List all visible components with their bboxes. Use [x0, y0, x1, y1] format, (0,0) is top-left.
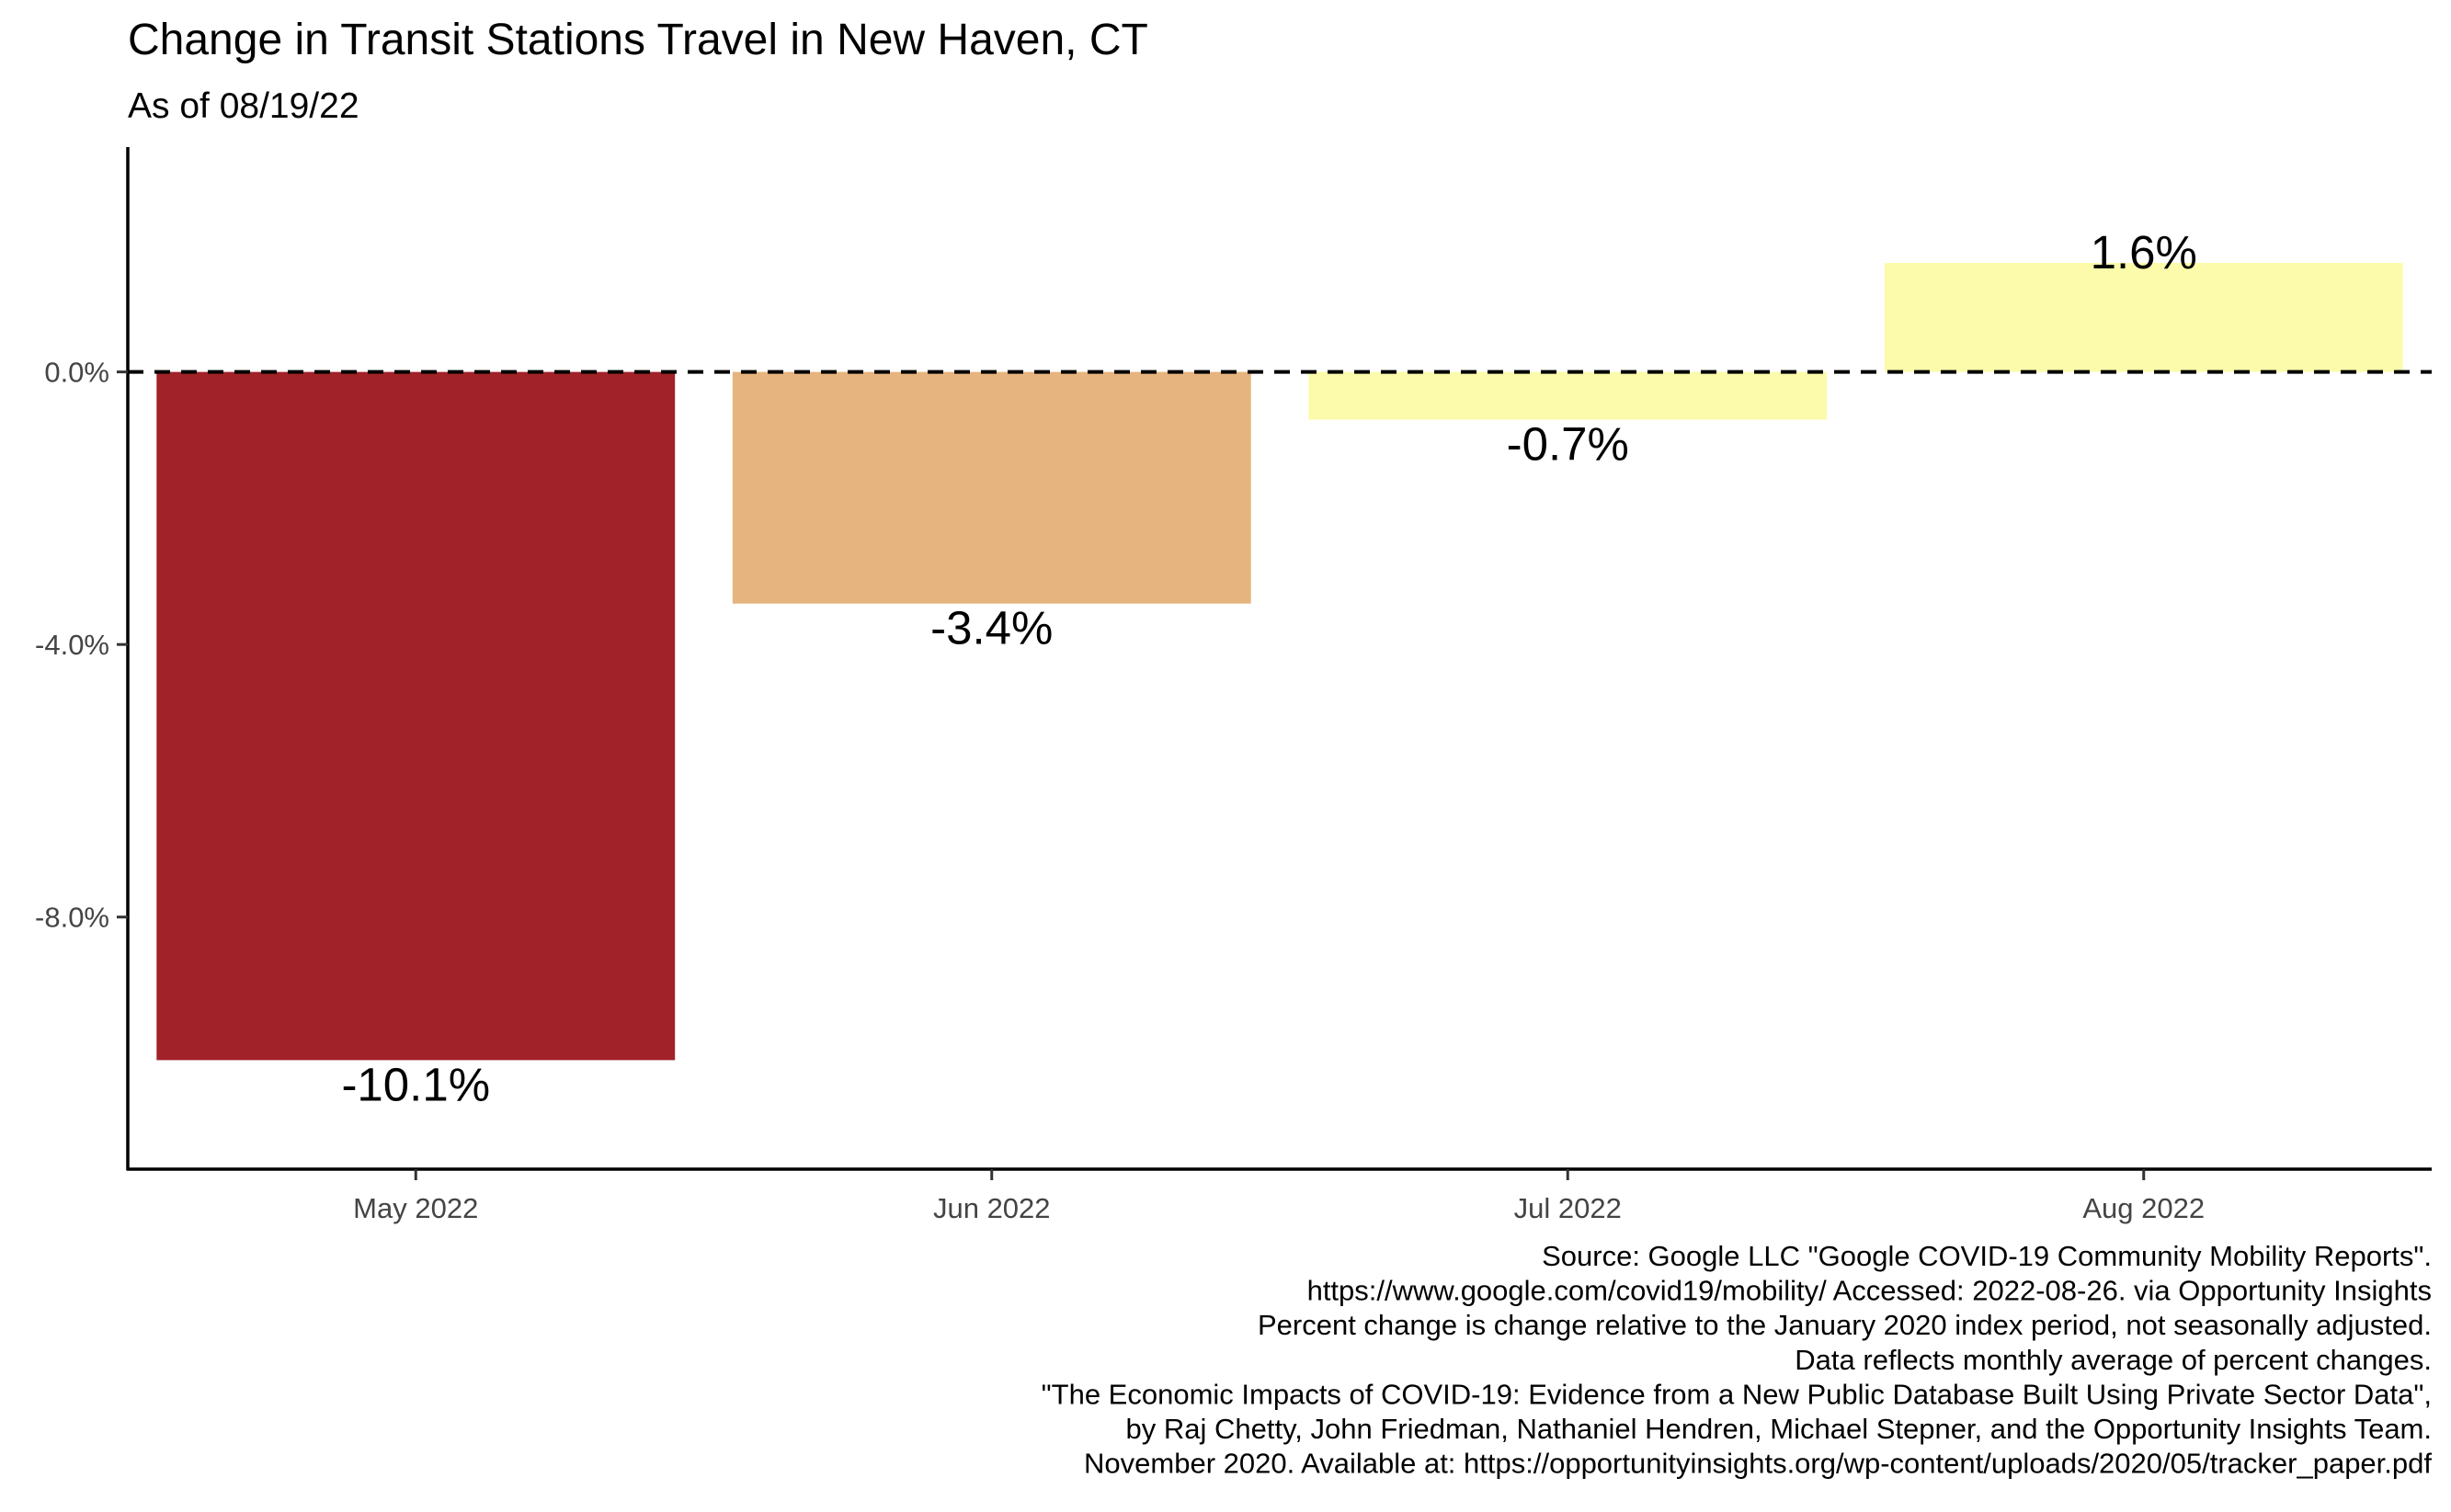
chart-title: Change in Transit Stations Travel in New… — [128, 16, 1148, 64]
x-ticks-group: May 2022 Jun 2022 Jul 2022 Aug 2022 — [353, 1169, 2205, 1224]
chart-subtitle: As of 08/19/22 — [128, 86, 359, 126]
bars-group — [156, 263, 2403, 1061]
y-ticks-group: 0.0% -4.0% -8.0% — [35, 357, 128, 934]
x-tick-label: Jun 2022 — [933, 1192, 1051, 1224]
bar-aug-2022 — [1884, 263, 2403, 372]
x-tick-label: May 2022 — [353, 1192, 478, 1224]
x-tick-label: Jul 2022 — [1514, 1192, 1622, 1224]
caption-line: by Raj Chetty, John Friedman, Nathaniel … — [1126, 1413, 2432, 1445]
caption-line: https://www.google.com/covid19/mobility/… — [1307, 1275, 2432, 1307]
axes-group — [126, 147, 2432, 1171]
caption-line: Data reflects monthly average of percent… — [1795, 1344, 2432, 1376]
caption-line: Percent change is change relative to the… — [1258, 1309, 2432, 1341]
caption-line: Source: Google LLC "Google COVID-19 Comm… — [1542, 1240, 2432, 1272]
data-label: -10.1% — [341, 1058, 490, 1110]
data-label: 1.6% — [2091, 226, 2197, 279]
y-tick-label: -4.0% — [35, 629, 109, 661]
data-label: -3.4% — [930, 602, 1053, 654]
data-label: -0.7% — [1507, 418, 1629, 471]
bar-jun-2022 — [732, 371, 1251, 604]
caption-line: "The Economic Impacts of COVID-19: Evide… — [1042, 1378, 2432, 1410]
y-tick-label: 0.0% — [44, 357, 109, 389]
x-tick-label: Aug 2022 — [2082, 1192, 2205, 1224]
bar-jul-2022 — [1308, 371, 1828, 420]
y-tick-label: -8.0% — [35, 902, 109, 934]
caption-line: November 2020. Available at: https://opp… — [1084, 1448, 2432, 1480]
caption-group: Source: Google LLC "Google COVID-19 Comm… — [1042, 1240, 2433, 1480]
bar-may-2022 — [156, 371, 676, 1061]
data-labels-group: -10.1% -3.4% -0.7% 1.6% — [341, 226, 2196, 1110]
